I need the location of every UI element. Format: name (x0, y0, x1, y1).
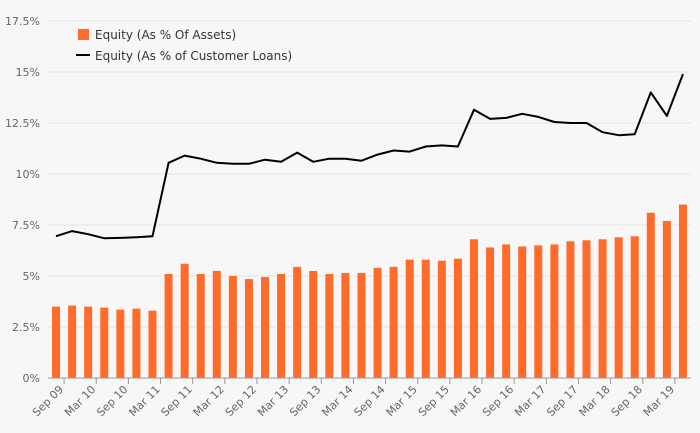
bar (180, 263, 189, 378)
bar (421, 259, 430, 378)
bar (646, 212, 655, 378)
y-tick-label: 10% (16, 168, 40, 181)
bar (518, 246, 527, 378)
bar (486, 247, 495, 378)
bar (405, 259, 414, 378)
bar (373, 267, 382, 378)
bar (341, 272, 350, 378)
bar (662, 220, 671, 378)
y-tick-label: 17.5% (5, 15, 40, 28)
y-tick-label: 15% (16, 66, 40, 79)
legend: Equity (As % Of Assets) Equity (As % of … (76, 28, 292, 63)
y-tick-label: 12.5% (5, 117, 40, 130)
bar (228, 276, 237, 378)
bar (309, 270, 318, 378)
bar (469, 239, 478, 378)
y-tick-label: 7.5% (12, 219, 40, 232)
bar (196, 273, 205, 378)
bar (502, 244, 511, 378)
bar (389, 266, 398, 378)
line-series (55, 73, 684, 240)
bar (357, 272, 366, 378)
bar (582, 240, 591, 378)
bar (244, 279, 253, 378)
bar (550, 244, 559, 378)
y-axis-labels: 0% 2.5% 5% 7.5% 10% 12.5% 15% 17.5% (5, 15, 40, 385)
bar (678, 204, 687, 378)
legend-bar-label: Equity (As % Of Assets) (95, 28, 236, 42)
bar (148, 310, 157, 378)
bar (52, 306, 61, 378)
x-axis (48, 377, 691, 384)
bar (293, 266, 302, 378)
bar-series (52, 204, 687, 378)
bar (212, 270, 221, 378)
bar (68, 305, 77, 378)
y-tick-label: 5% (23, 270, 40, 283)
bar (116, 309, 125, 378)
bar (566, 241, 575, 378)
bar (534, 245, 543, 378)
bar (132, 308, 141, 378)
legend-line-label: Equity (As % of Customer Loans) (95, 49, 292, 63)
bar (100, 307, 109, 378)
bar (437, 260, 446, 378)
bar (325, 273, 334, 378)
bar (598, 239, 607, 378)
legend-bar-swatch (78, 29, 89, 40)
bar (261, 277, 270, 378)
bar (84, 306, 93, 378)
y-tick-label: 0% (23, 372, 40, 385)
bar (630, 236, 639, 378)
bar (453, 258, 462, 378)
bar (277, 273, 286, 378)
y-tick-label: 2.5% (12, 321, 40, 334)
bar (614, 237, 623, 378)
bar (164, 273, 173, 378)
